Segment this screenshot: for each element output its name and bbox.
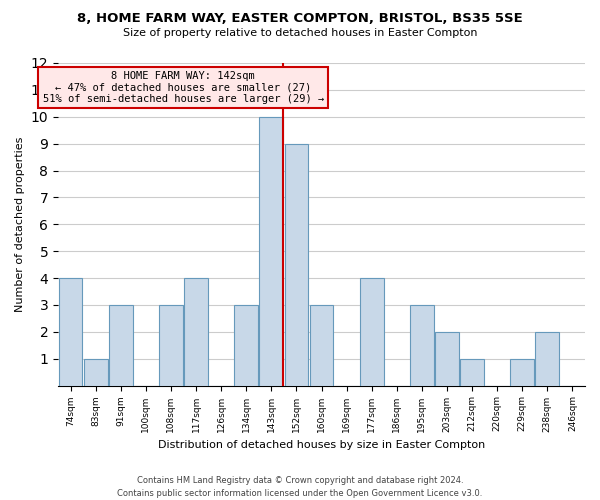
Bar [410,305,434,386]
Bar [435,332,459,386]
Bar [109,305,133,386]
Bar [159,305,183,386]
Text: 8, HOME FARM WAY, EASTER COMPTON, BRISTOL, BS35 5SE: 8, HOME FARM WAY, EASTER COMPTON, BRISTO… [77,12,523,26]
Bar [310,305,334,386]
X-axis label: Distribution of detached houses by size in Easter Compton: Distribution of detached houses by size … [158,440,485,450]
Text: 8 HOME FARM WAY: 142sqm
← 47% of detached houses are smaller (27)
51% of semi-de: 8 HOME FARM WAY: 142sqm ← 47% of detache… [43,71,324,104]
Bar [84,358,107,386]
Bar [184,278,208,386]
Bar [259,117,283,386]
Y-axis label: Number of detached properties: Number of detached properties [15,136,25,312]
Bar [511,358,534,386]
Bar [59,278,82,386]
Bar [284,144,308,386]
Bar [460,358,484,386]
Bar [235,305,258,386]
Text: Size of property relative to detached houses in Easter Compton: Size of property relative to detached ho… [123,28,477,38]
Text: Contains HM Land Registry data © Crown copyright and database right 2024.
Contai: Contains HM Land Registry data © Crown c… [118,476,482,498]
Bar [360,278,383,386]
Bar [535,332,559,386]
